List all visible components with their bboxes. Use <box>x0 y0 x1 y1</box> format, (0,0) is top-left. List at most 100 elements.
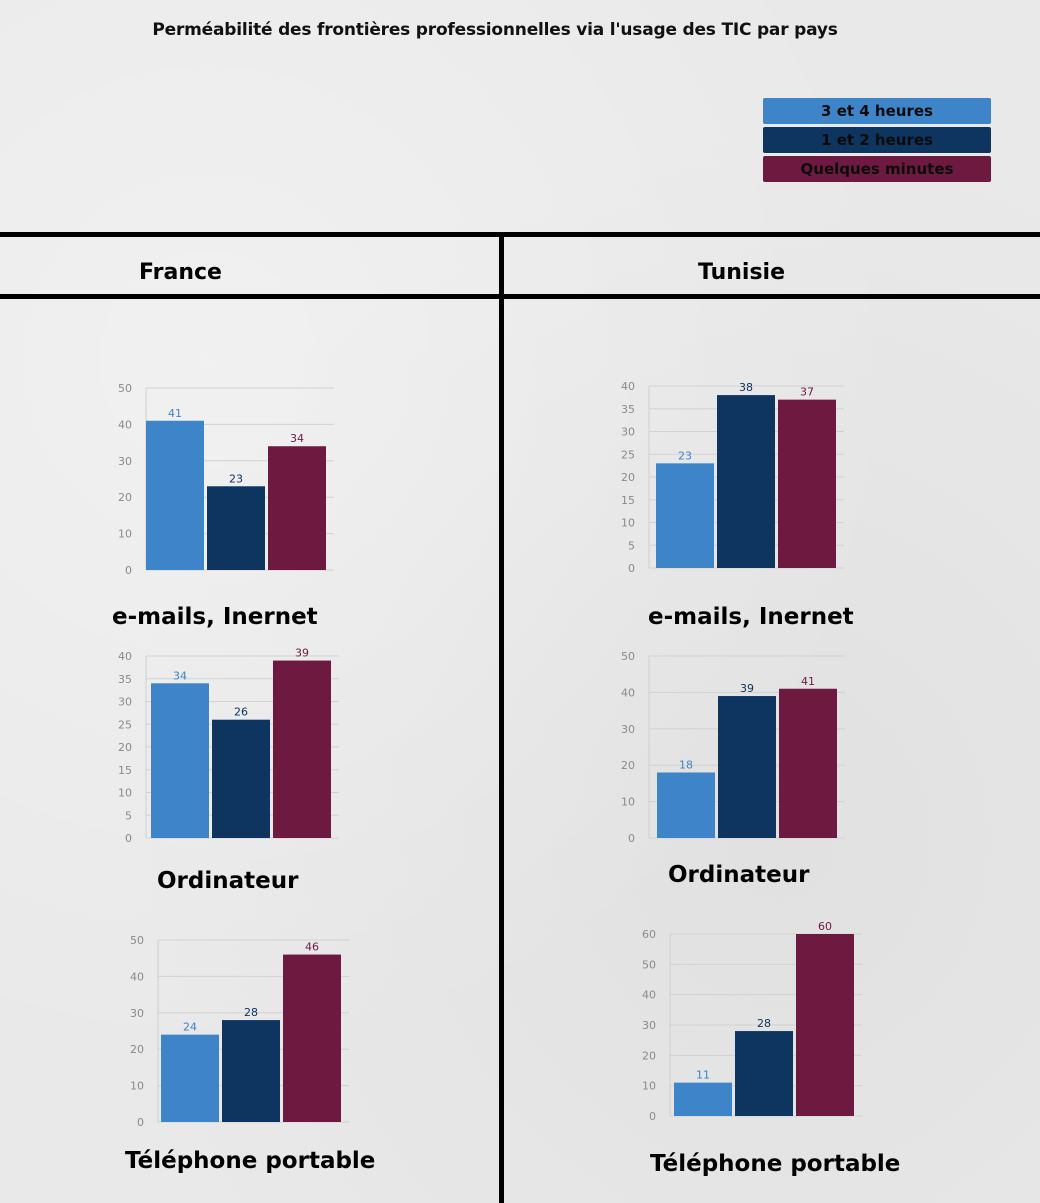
data-label: 18 <box>679 758 693 771</box>
bar-1-et-2-heures <box>222 1020 280 1122</box>
y-tick-label: 35 <box>118 673 132 686</box>
column-header-tunisie: Tunisie <box>698 260 786 285</box>
bar-quelques-minutes <box>796 934 854 1116</box>
chart-tunisie-emails: 0 5 10 15 20 25 30 35 40 23 38 37 <box>621 380 844 575</box>
chart-tunisie-ordinateur: 0 10 20 30 40 50 18 39 41 <box>621 650 845 845</box>
chart-tunisie-telephone: 0 10 20 30 40 50 60 11 28 60 <box>642 920 862 1123</box>
y-tick-label: 50 <box>130 934 144 947</box>
y-tick-label: 5 <box>628 539 635 552</box>
bar-quelques-minutes <box>778 399 836 568</box>
y-tick-label: 50 <box>621 650 635 663</box>
legend-item-1-2-heures: 1 et 2 heures <box>763 127 991 153</box>
y-tick-label: 20 <box>621 759 635 772</box>
y-tick-label: 5 <box>125 809 132 822</box>
bar-1-et-2-heures <box>735 1031 793 1116</box>
chart-title-france-telephone: Téléphone portable <box>125 1148 376 1174</box>
y-tick-label: 30 <box>118 696 132 709</box>
y-tick-label: 10 <box>621 796 635 809</box>
y-tick-label: 0 <box>125 832 132 845</box>
y-tick-label: 0 <box>628 562 635 575</box>
y-tick-label: 40 <box>621 686 635 699</box>
bar-1-et-2-heures <box>207 486 265 570</box>
chart-title-tunisie-ordinateur: Ordinateur <box>668 862 810 888</box>
divider-vertical <box>499 235 504 1203</box>
bar-3-et-4-heures <box>657 772 715 838</box>
bar-1-et-2-heures <box>212 719 270 838</box>
y-tick-label: 50 <box>642 958 656 971</box>
y-tick-label: 15 <box>621 494 635 507</box>
y-tick-label: 10 <box>621 517 635 530</box>
bar-3-et-4-heures <box>656 463 714 568</box>
data-label: 39 <box>295 647 309 660</box>
y-tick-label: 20 <box>642 1049 656 1062</box>
y-tick-label: 10 <box>130 1080 144 1093</box>
data-label: 37 <box>800 386 814 399</box>
y-tick-label: 40 <box>118 650 132 663</box>
bar-3-et-4-heures <box>151 683 209 838</box>
data-label: 26 <box>234 706 248 719</box>
bar-3-et-4-heures <box>161 1034 219 1122</box>
legend-item-quelques-minutes: Quelques minutes <box>763 156 991 182</box>
divider-top <box>0 232 1040 237</box>
data-label: 34 <box>290 432 304 445</box>
bar-quelques-minutes <box>273 660 331 838</box>
y-tick-label: 35 <box>621 403 635 416</box>
y-tick-label: 30 <box>621 723 635 736</box>
bar-quelques-minutes <box>283 954 341 1122</box>
y-tick-label: 10 <box>642 1080 656 1093</box>
y-tick-label: 30 <box>130 1007 144 1020</box>
bar-3-et-4-heures <box>146 420 204 570</box>
data-label: 34 <box>173 669 187 682</box>
y-tick-label: 10 <box>118 528 132 541</box>
column-header-france: France <box>139 260 222 285</box>
y-tick-label: 40 <box>118 418 132 431</box>
y-tick-label: 40 <box>130 970 144 983</box>
y-tick-label: 40 <box>642 989 656 1002</box>
chart-title-tunisie-telephone: Téléphone portable <box>650 1151 901 1177</box>
y-tick-label: 20 <box>130 1043 144 1056</box>
chart-title-france-ordinateur: Ordinateur <box>157 868 299 894</box>
y-tick-label: 60 <box>642 928 656 941</box>
bar-1-et-2-heures <box>718 696 776 838</box>
data-label: 41 <box>801 675 815 688</box>
divider-header <box>0 294 1040 299</box>
y-tick-label: 20 <box>621 471 635 484</box>
y-tick-label: 30 <box>621 426 635 439</box>
y-tick-label: 0 <box>125 564 132 577</box>
y-tick-label: 0 <box>649 1110 656 1123</box>
data-label: 24 <box>183 1021 197 1034</box>
chart-france-telephone: 0 10 20 30 40 50 24 28 46 <box>130 934 349 1129</box>
y-tick-label: 50 <box>118 382 132 395</box>
chart-france-ordinateur: 0 5 10 15 20 25 30 35 40 34 26 39 <box>118 647 339 845</box>
data-label: 38 <box>739 381 753 394</box>
y-tick-label: 25 <box>621 448 635 461</box>
data-label: 28 <box>757 1017 771 1030</box>
legend-item-3-4-heures: 3 et 4 heures <box>763 98 991 124</box>
data-label: 23 <box>678 449 692 462</box>
y-tick-label: 30 <box>642 1019 656 1032</box>
y-tick-label: 40 <box>621 380 635 393</box>
chart-title-france-emails: e-mails, Inernet <box>112 604 318 630</box>
y-tick-label: 0 <box>137 1116 144 1129</box>
data-label: 28 <box>244 1006 258 1019</box>
y-tick-label: 20 <box>118 491 132 504</box>
page-title: Perméabilité des frontières professionne… <box>152 20 838 40</box>
bar-quelques-minutes <box>779 688 837 838</box>
y-tick-label: 20 <box>118 741 132 754</box>
chart-france-emails: 0 10 20 30 40 50 41 23 34 <box>118 382 334 577</box>
data-label: 60 <box>818 920 832 933</box>
bar-1-et-2-heures <box>717 395 775 568</box>
bar-3-et-4-heures <box>674 1082 732 1116</box>
data-label: 39 <box>740 682 754 695</box>
data-label: 41 <box>168 407 182 420</box>
data-label: 11 <box>696 1069 710 1082</box>
data-label: 23 <box>229 472 243 485</box>
y-tick-label: 30 <box>118 455 132 468</box>
chart-title-tunisie-emails: e-mails, Inernet <box>648 604 854 630</box>
data-label: 46 <box>305 941 319 954</box>
bar-quelques-minutes <box>268 446 326 570</box>
y-tick-label: 10 <box>118 787 132 800</box>
y-tick-label: 15 <box>118 764 132 777</box>
y-tick-label: 25 <box>118 718 132 731</box>
y-tick-label: 0 <box>628 832 635 845</box>
